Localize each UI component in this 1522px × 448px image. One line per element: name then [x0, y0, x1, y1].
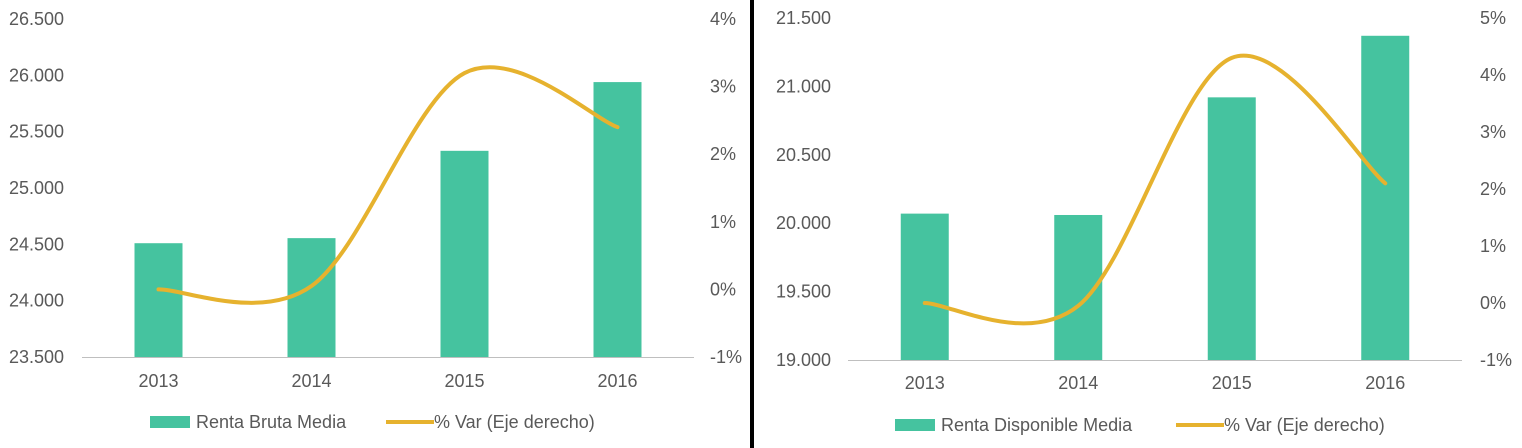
right-axis-tick-label: -1% [1480, 350, 1512, 370]
chart-panel-renta-bruta: 23.500 24.000 24.500 25.000 25.500 26.000 26.5… [9, 9, 742, 432]
bar [900, 213, 949, 360]
bar [1207, 97, 1256, 361]
right-axis-tick-label: 3% [1480, 122, 1506, 142]
x-axis-tick-label: 2013 [905, 373, 945, 393]
x-axis-tick-label: 2015 [1212, 373, 1252, 393]
legend-label-bar: Renta Bruta Media [196, 412, 347, 432]
left-axis-tick-label: 23.500 [9, 347, 64, 367]
legend-label-line: % Var (Eje derecho) [434, 412, 595, 432]
right-axis-tick-label: 4% [1480, 65, 1506, 85]
left-axis-tick-label: 25.000 [9, 178, 64, 198]
x-axis-tick-label: 2014 [291, 371, 331, 391]
right-axis-tick-label: 1% [710, 212, 736, 232]
bar [134, 243, 183, 357]
x-axis-tick-label: 2015 [444, 371, 484, 391]
left-axis-tick-label: 24.000 [9, 291, 64, 311]
left-axis-tick-label: 19.000 [776, 350, 831, 370]
left-axis-tick-label: 25.500 [9, 122, 64, 142]
x-axis-tick-label: 2016 [1365, 373, 1405, 393]
left-axis-tick-label: 26.500 [9, 9, 64, 29]
var-line-series [156, 65, 620, 305]
var-line-series [922, 53, 1388, 326]
right-axis-tick-label: 2% [710, 144, 736, 164]
legend-label-line: % Var (Eje derecho) [1224, 415, 1385, 435]
right-axis-tick-label: 2% [1480, 179, 1506, 199]
left-axis-tick-label: 20.000 [776, 213, 831, 233]
bar [593, 82, 642, 358]
right-axis-tick-label: -1% [710, 347, 742, 367]
chart-panel-renta-disponible: 19.000 19.500 20.000 20.500 21.000 21.500 -1% 0… [776, 8, 1512, 435]
right-axis-tick-label: 0% [1480, 293, 1506, 313]
left-axis-tick-label: 21.500 [776, 8, 831, 28]
left-axis-tick-label: 19.500 [776, 282, 831, 302]
bar [440, 150, 489, 357]
x-axis-tick-label: 2016 [597, 371, 637, 391]
right-axis-tick-label: 1% [1480, 236, 1506, 256]
x-axis-tick-label: 2013 [138, 371, 178, 391]
left-axis-tick-label: 20.500 [776, 145, 831, 165]
x-axis-tick-label: 2014 [1058, 373, 1098, 393]
left-axis-tick-label: 21.000 [776, 76, 831, 96]
bar [1361, 35, 1410, 361]
legend-swatch-bar [895, 419, 935, 431]
right-axis-tick-label: 4% [710, 9, 736, 29]
right-axis-tick-label: 3% [710, 77, 736, 97]
legend-swatch-bar [150, 416, 190, 428]
right-axis-tick-label: 0% [710, 279, 736, 299]
bar [287, 238, 336, 357]
legend-label-bar: Renta Disponible Media [941, 415, 1133, 435]
left-axis-tick-label: 24.500 [9, 234, 64, 254]
left-axis-tick-label: 26.000 [9, 65, 64, 85]
right-axis-tick-label: 5% [1480, 8, 1506, 28]
